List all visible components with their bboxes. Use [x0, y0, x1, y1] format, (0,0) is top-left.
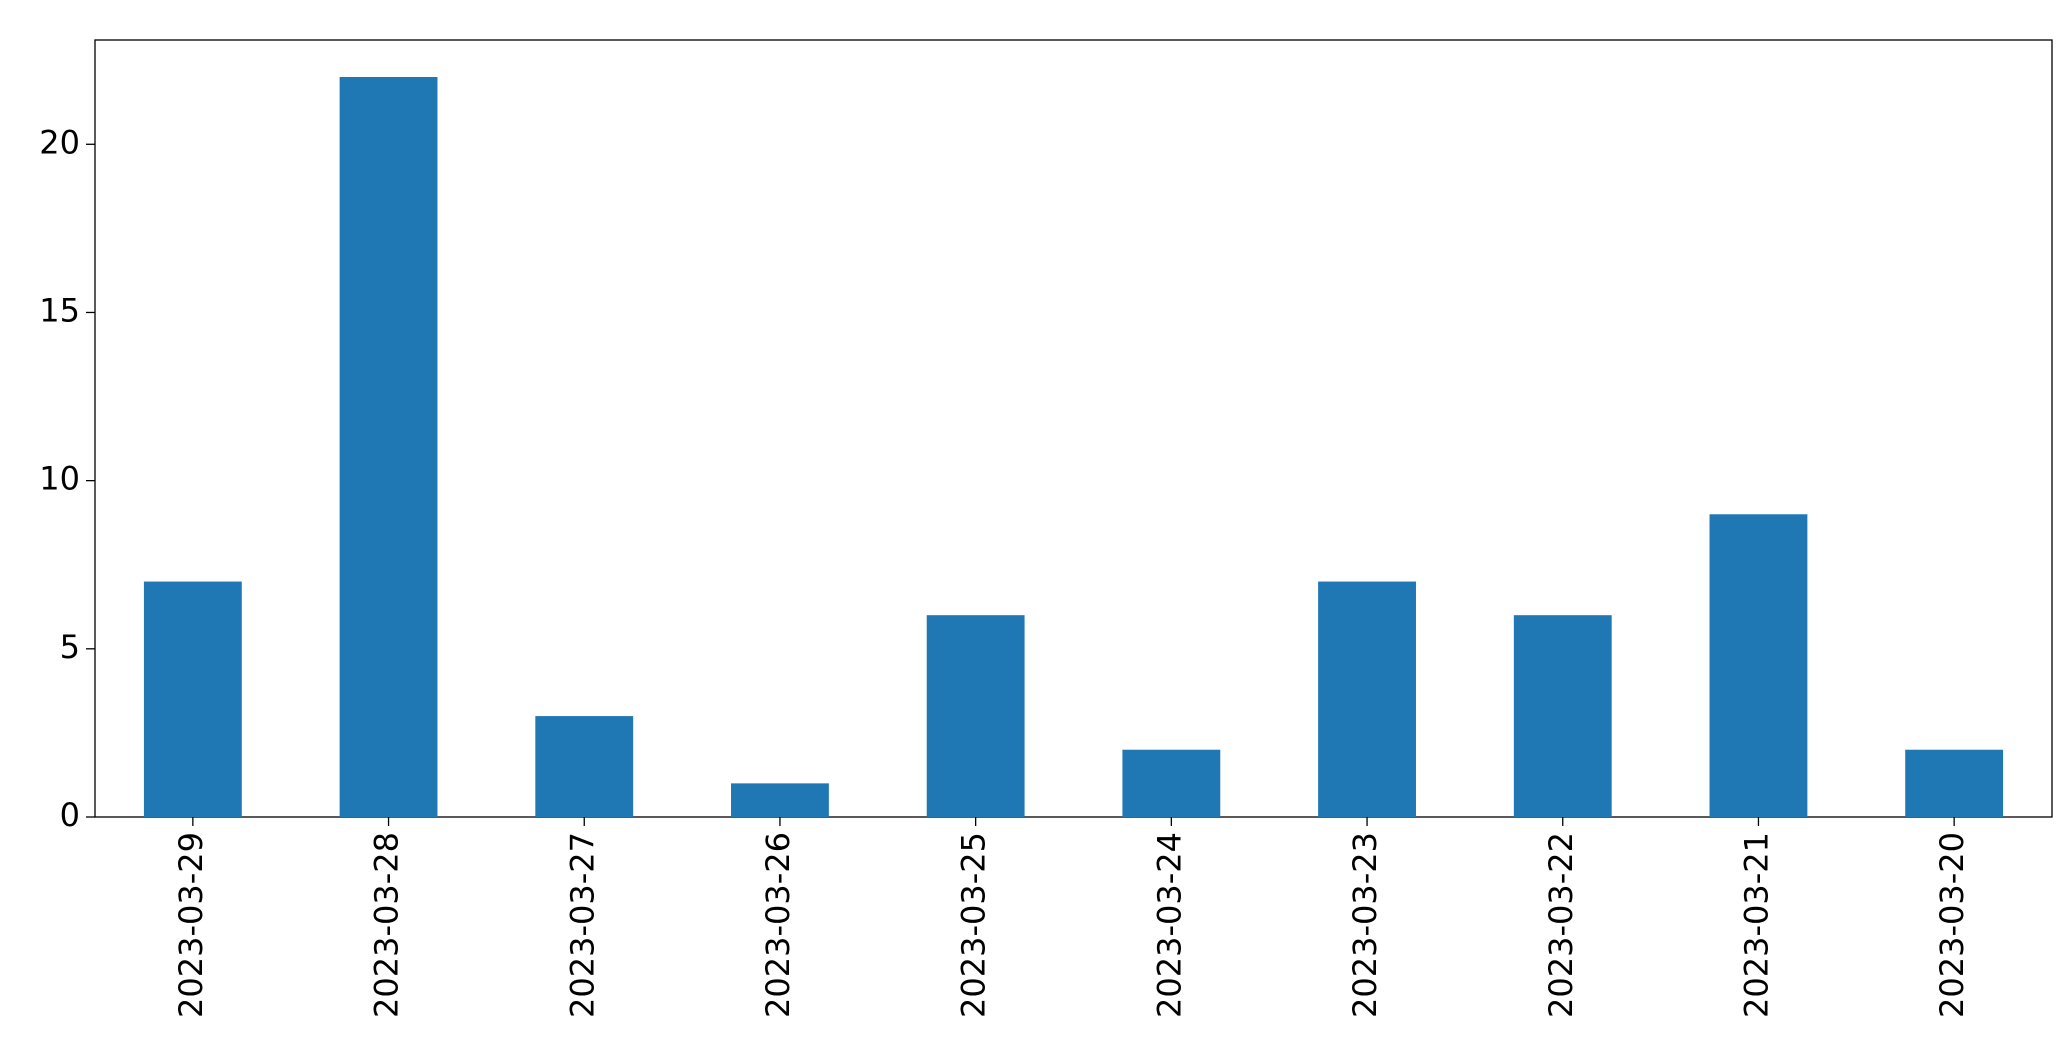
x-tick-label: 2023-03-22: [1542, 832, 1580, 1018]
x-tick-label: 2023-03-24: [1150, 832, 1188, 1018]
bar: [1709, 514, 1808, 817]
bar: [1905, 749, 2004, 817]
y-tick-label: 5: [60, 628, 80, 666]
y-tick-label: 10: [39, 460, 80, 498]
x-tick-label: 2023-03-21: [1737, 832, 1775, 1018]
x-tick-label: 2023-03-27: [563, 832, 601, 1018]
x-tick-label: 2023-03-28: [368, 832, 406, 1018]
y-tick-label: 15: [39, 291, 80, 329]
y-tick-label: 20: [39, 123, 80, 161]
bar: [535, 716, 634, 817]
bar: [926, 615, 1025, 817]
bar: [143, 581, 242, 817]
x-tick-label: 2023-03-23: [1346, 832, 1384, 1018]
y-tick-label: 0: [60, 796, 80, 834]
x-tick-label: 2023-03-25: [955, 832, 993, 1018]
bar: [339, 77, 438, 817]
x-tick-label: 2023-03-29: [172, 832, 210, 1018]
bar: [731, 783, 829, 817]
plot-frame: [94, 39, 2053, 818]
x-tick-label: 2023-03-20: [1933, 832, 1971, 1018]
bar: [1513, 615, 1612, 817]
x-tick-label: 2023-03-26: [759, 832, 797, 1018]
bar: [1122, 749, 1221, 817]
bar: [1318, 581, 1416, 817]
